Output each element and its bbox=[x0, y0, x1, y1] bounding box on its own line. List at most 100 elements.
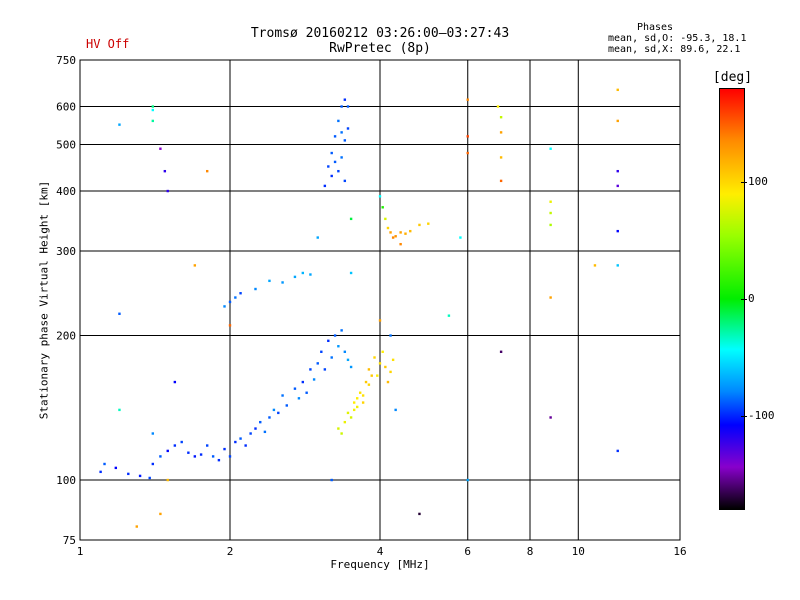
data-point bbox=[173, 380, 177, 384]
data-point bbox=[228, 324, 232, 327]
y-tick-label: 400 bbox=[56, 185, 76, 198]
colorbar-unit: [deg] bbox=[712, 70, 753, 85]
data-point bbox=[333, 160, 337, 164]
data-point bbox=[399, 242, 402, 246]
data-point bbox=[193, 455, 197, 458]
data-point bbox=[293, 275, 297, 279]
data-point bbox=[138, 474, 142, 478]
data-point bbox=[323, 184, 327, 188]
data-point bbox=[234, 440, 237, 444]
y-axis-label: Stationary phase Virtual Height [km] bbox=[37, 180, 51, 420]
data-point bbox=[281, 281, 284, 284]
data-point bbox=[346, 127, 350, 130]
plot-frame bbox=[79, 59, 681, 541]
data-point bbox=[333, 334, 337, 337]
data-point bbox=[616, 88, 619, 92]
data-point bbox=[163, 169, 167, 173]
data-point bbox=[199, 453, 203, 456]
y-tick-label: 200 bbox=[56, 330, 76, 343]
data-point bbox=[305, 391, 308, 394]
data-point bbox=[99, 470, 102, 474]
data-point bbox=[340, 131, 343, 134]
data-point bbox=[549, 147, 552, 150]
data-point bbox=[404, 232, 407, 235]
data-point bbox=[151, 119, 155, 123]
phases-heading: Phases bbox=[636, 22, 674, 33]
data-point bbox=[466, 98, 469, 101]
y-tick-label: 600 bbox=[56, 101, 76, 114]
data-point bbox=[499, 131, 503, 134]
data-point bbox=[616, 229, 619, 233]
data-point bbox=[327, 339, 330, 343]
data-point bbox=[340, 105, 343, 108]
y-tick-label: 500 bbox=[56, 139, 76, 152]
data-point bbox=[309, 368, 312, 371]
data-point bbox=[205, 169, 209, 173]
data-point bbox=[277, 411, 280, 415]
data-point bbox=[211, 455, 215, 458]
data-point bbox=[499, 156, 503, 159]
data-point bbox=[394, 408, 397, 412]
data-point bbox=[340, 329, 343, 332]
data-point bbox=[151, 432, 155, 435]
data-point bbox=[239, 292, 242, 295]
x-tick-label: 1 bbox=[77, 545, 84, 558]
data-point bbox=[193, 264, 197, 267]
x-tick-label: 16 bbox=[673, 545, 686, 558]
data-point bbox=[254, 287, 257, 291]
data-point bbox=[389, 334, 392, 337]
data-point bbox=[166, 478, 169, 482]
data-point bbox=[549, 211, 552, 215]
data-point bbox=[173, 444, 177, 447]
data-point bbox=[293, 387, 297, 390]
data-point bbox=[114, 466, 118, 470]
data-point bbox=[343, 179, 347, 183]
data-point bbox=[234, 296, 237, 299]
x-tick-label: 10 bbox=[572, 545, 585, 558]
data-point bbox=[135, 525, 138, 528]
data-point bbox=[151, 462, 155, 466]
data-point bbox=[301, 380, 305, 384]
data-point bbox=[616, 169, 619, 173]
data-point bbox=[593, 264, 597, 267]
data-point bbox=[297, 397, 301, 400]
data-point bbox=[549, 296, 552, 299]
data-point bbox=[127, 472, 130, 476]
data-point bbox=[349, 416, 353, 419]
data-point bbox=[391, 358, 395, 362]
data-point bbox=[364, 380, 368, 384]
data-point bbox=[616, 184, 619, 188]
data-point bbox=[549, 223, 552, 227]
data-point bbox=[346, 105, 350, 108]
colorbar-tick-mark bbox=[741, 416, 747, 418]
data-point bbox=[337, 427, 340, 430]
x-tick-label: 4 bbox=[377, 545, 384, 558]
hv-status-label: HV Off bbox=[86, 37, 130, 51]
data-point bbox=[349, 271, 353, 275]
data-point bbox=[409, 229, 412, 233]
data-point bbox=[427, 222, 430, 225]
phases-x-stats: mean, sd,X: 89.6, 22.1 bbox=[608, 44, 741, 55]
data-point bbox=[118, 312, 121, 315]
data-point bbox=[381, 206, 384, 209]
data-point bbox=[466, 151, 469, 155]
data-point bbox=[616, 119, 619, 123]
data-point bbox=[358, 391, 362, 394]
data-point bbox=[330, 151, 333, 155]
data-point bbox=[217, 458, 221, 462]
data-point bbox=[327, 165, 330, 168]
colorbar-tick-label: -100 bbox=[748, 409, 775, 423]
data-point bbox=[386, 380, 390, 384]
data-point bbox=[349, 365, 353, 369]
data-point bbox=[118, 408, 121, 412]
data-point bbox=[166, 449, 169, 453]
data-point bbox=[148, 476, 151, 480]
chart-subtitle: RwPretec (8p) bbox=[329, 41, 431, 56]
data-point bbox=[259, 420, 262, 424]
data-point bbox=[263, 430, 267, 434]
data-point bbox=[386, 226, 390, 230]
data-point bbox=[254, 427, 257, 430]
x-tick-label: 8 bbox=[527, 545, 534, 558]
data-point bbox=[333, 135, 337, 138]
